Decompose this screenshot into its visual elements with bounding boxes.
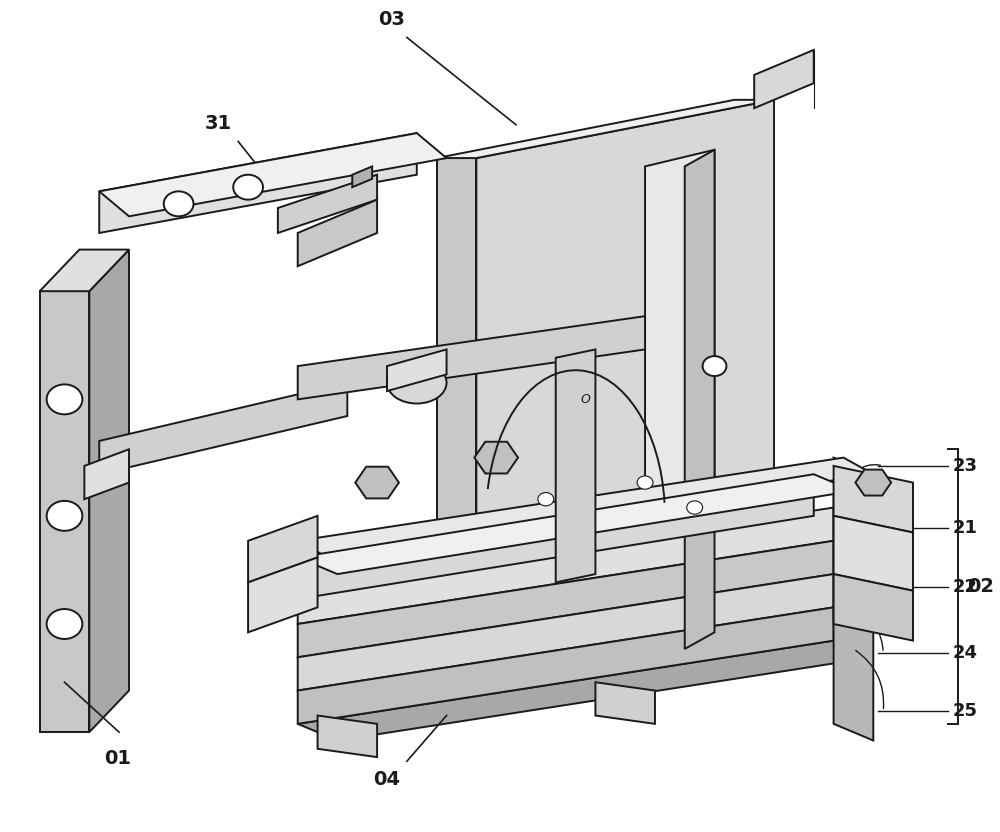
- Polygon shape: [248, 557, 318, 632]
- Polygon shape: [387, 349, 447, 391]
- Polygon shape: [298, 474, 853, 574]
- Text: 23: 23: [953, 457, 978, 475]
- Circle shape: [637, 476, 653, 489]
- Polygon shape: [40, 291, 89, 732]
- Polygon shape: [595, 682, 655, 724]
- Polygon shape: [834, 466, 913, 532]
- Polygon shape: [476, 100, 774, 666]
- Polygon shape: [248, 516, 318, 582]
- Polygon shape: [298, 316, 645, 399]
- Polygon shape: [298, 458, 873, 557]
- Polygon shape: [685, 150, 715, 649]
- Polygon shape: [99, 383, 347, 474]
- Polygon shape: [754, 50, 814, 108]
- Polygon shape: [89, 250, 129, 732]
- Polygon shape: [298, 474, 814, 599]
- Text: 01: 01: [104, 749, 131, 768]
- Polygon shape: [298, 574, 834, 691]
- Text: 31: 31: [205, 114, 232, 133]
- Circle shape: [47, 609, 82, 639]
- Polygon shape: [278, 175, 377, 233]
- Polygon shape: [645, 150, 715, 649]
- Polygon shape: [318, 716, 377, 757]
- Polygon shape: [40, 250, 129, 291]
- Circle shape: [47, 384, 82, 414]
- Polygon shape: [437, 100, 774, 158]
- Polygon shape: [437, 158, 476, 666]
- Polygon shape: [474, 442, 518, 473]
- Polygon shape: [834, 574, 913, 641]
- Polygon shape: [298, 541, 834, 657]
- Polygon shape: [355, 467, 399, 498]
- Text: 02: 02: [968, 577, 995, 596]
- Circle shape: [703, 356, 726, 376]
- Polygon shape: [834, 458, 873, 740]
- Circle shape: [538, 493, 554, 506]
- Text: 03: 03: [379, 10, 405, 29]
- Polygon shape: [352, 166, 372, 187]
- Polygon shape: [84, 449, 129, 499]
- Polygon shape: [298, 200, 377, 266]
- Polygon shape: [855, 469, 891, 496]
- Polygon shape: [99, 133, 447, 216]
- Circle shape: [164, 191, 194, 216]
- Polygon shape: [99, 133, 417, 233]
- Circle shape: [47, 501, 82, 531]
- Text: 22: 22: [953, 577, 978, 596]
- Circle shape: [687, 501, 703, 514]
- Text: 04: 04: [374, 770, 401, 789]
- Polygon shape: [834, 516, 913, 591]
- Ellipse shape: [387, 362, 447, 404]
- Polygon shape: [298, 508, 834, 624]
- Circle shape: [233, 175, 263, 200]
- Polygon shape: [298, 607, 834, 724]
- Text: 25: 25: [953, 702, 978, 721]
- Polygon shape: [556, 349, 595, 582]
- Text: O: O: [581, 393, 590, 406]
- Polygon shape: [298, 641, 873, 740]
- Text: 21: 21: [953, 519, 978, 537]
- Text: 24: 24: [953, 644, 978, 662]
